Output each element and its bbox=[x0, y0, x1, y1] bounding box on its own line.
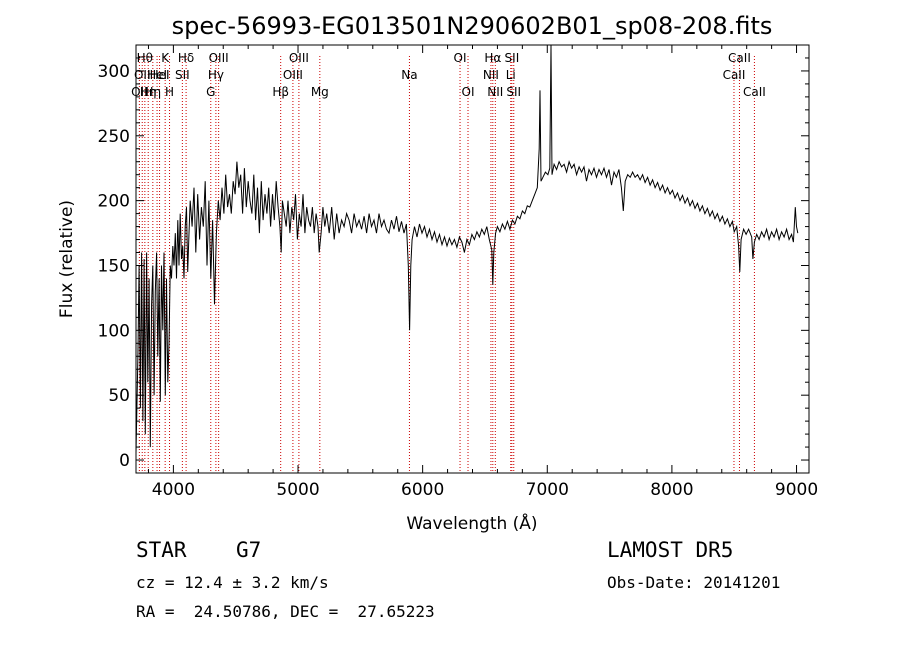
line-marker-label: Hη bbox=[145, 85, 162, 99]
x-tick-label: 9000 bbox=[775, 480, 818, 500]
line-marker-label: CaII bbox=[723, 68, 746, 82]
y-tick-label: 250 bbox=[98, 127, 130, 147]
line-marker-label: NII bbox=[483, 68, 499, 82]
y-axis: 0 50 100 150 200 250 300 bbox=[98, 57, 809, 471]
spectrum-chart: spec-56993-EG013501N290602B01_sp08-208.f… bbox=[57, 12, 818, 534]
line-marker-label: OII bbox=[131, 85, 148, 99]
object-subclass: G7 bbox=[236, 538, 262, 562]
y-tick-label: 300 bbox=[98, 62, 130, 82]
line-marker-labels: OIIOIIHθHηHηHeIHeIKHSIIHδGHγOIIIHβOIIIOI… bbox=[131, 51, 766, 99]
line-marker-label: CaII bbox=[728, 51, 751, 65]
y-tick-label: 0 bbox=[119, 451, 130, 471]
x-tick-label: 6000 bbox=[401, 480, 444, 500]
line-marker-label: G bbox=[206, 85, 215, 99]
line-marker-label: NII bbox=[487, 85, 503, 99]
x-tick-label: 5000 bbox=[276, 480, 319, 500]
line-marker-label: OIII bbox=[283, 68, 303, 82]
line-marker-label: Mg bbox=[311, 85, 329, 99]
line-marker-label: OIII bbox=[209, 51, 229, 65]
line-marker-label: Hη bbox=[140, 85, 157, 99]
line-marker-label: Hδ bbox=[178, 51, 194, 65]
observation-date: Obs-Date: 20141201 bbox=[607, 573, 781, 592]
line-marker-label: OIII bbox=[289, 51, 309, 65]
line-marker-label: SII bbox=[175, 68, 190, 82]
line-marker-label: HeI bbox=[147, 68, 167, 82]
y-tick-label: 100 bbox=[98, 321, 130, 341]
y-tick-label: 150 bbox=[98, 256, 130, 276]
line-marker-label: OII bbox=[134, 68, 151, 82]
line-marker-label: CaII bbox=[743, 85, 766, 99]
x-tick-label: 8000 bbox=[650, 480, 693, 500]
line-marker-label: H bbox=[165, 85, 174, 99]
y-axis-label: Flux (relative) bbox=[57, 200, 77, 318]
coordinates: RA = 24.50786, DEC = 27.65223 bbox=[136, 602, 435, 621]
redshift-cz: cz = 12.4 ± 3.2 km/s bbox=[136, 573, 329, 592]
line-marker-label: SII bbox=[506, 85, 521, 99]
line-marker-label: Hα bbox=[484, 51, 501, 65]
line-marker-label: OI bbox=[462, 85, 475, 99]
line-marker-label: Li bbox=[506, 68, 516, 82]
object-class: STAR bbox=[136, 538, 187, 562]
line-marker-label: K bbox=[161, 51, 170, 65]
chart-title: spec-56993-EG013501N290602B01_sp08-208.f… bbox=[172, 12, 773, 40]
x-tick-label: 4000 bbox=[152, 480, 195, 500]
line-marker-label: Hθ bbox=[137, 51, 153, 65]
line-marker-label: OI bbox=[454, 51, 467, 65]
x-axis: 4000 5000 6000 7000 8000 9000 bbox=[147, 45, 818, 500]
y-tick-label: 50 bbox=[108, 386, 130, 406]
line-marker-label: SII bbox=[505, 51, 520, 65]
plot-frame bbox=[135, 44, 810, 474]
line-marker-label: Hβ bbox=[272, 85, 289, 99]
x-axis-label: Wavelength (Å) bbox=[406, 512, 537, 534]
survey-label: LAMOST DR5 bbox=[607, 538, 734, 562]
x-tick-label: 7000 bbox=[526, 480, 569, 500]
spectrum-series-line bbox=[135, 44, 799, 454]
line-marker-label: HeI bbox=[150, 68, 170, 82]
line-marker-label: Na bbox=[401, 68, 417, 82]
y-tick-label: 200 bbox=[98, 192, 130, 212]
line-markers bbox=[138, 56, 755, 473]
line-marker-label: Hγ bbox=[208, 68, 224, 82]
